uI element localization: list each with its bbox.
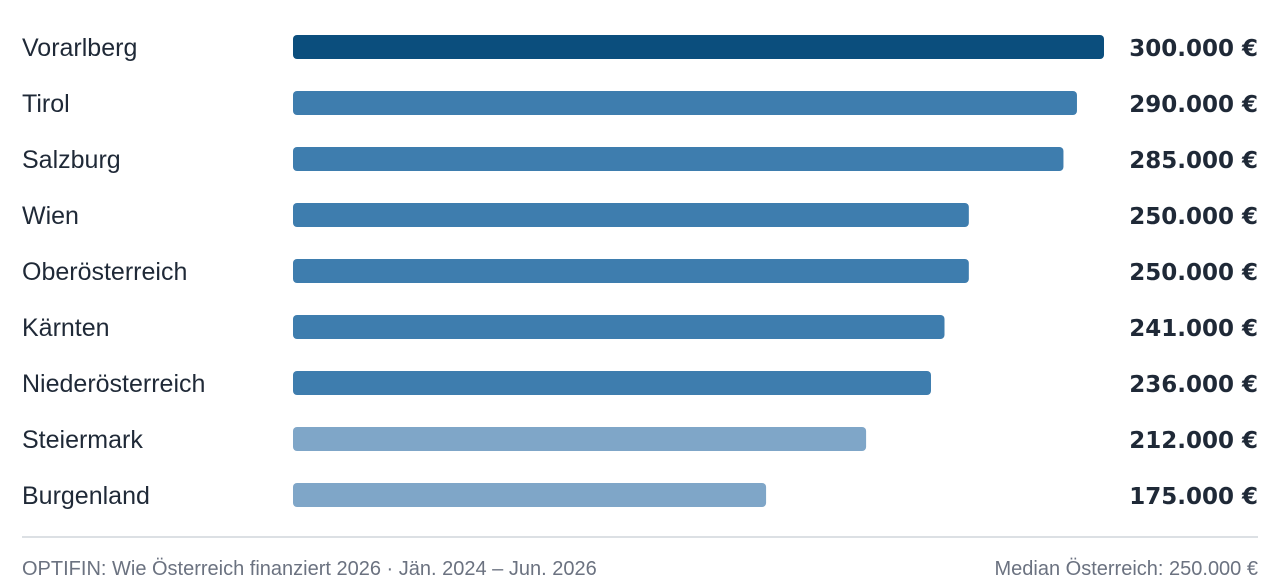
bar-steiermark bbox=[293, 427, 867, 451]
value-label-tirol: 290.000 € bbox=[1129, 92, 1258, 118]
category-label-steiermark: Steiermark bbox=[22, 426, 143, 454]
value-label-vorarlberg: 300.000 € bbox=[1129, 36, 1258, 62]
value-label-steiermark: 212.000 € bbox=[1129, 428, 1258, 454]
value-label-niederosterreich: 236.000 € bbox=[1129, 372, 1258, 398]
category-label-oberosterreich: Oberösterreich bbox=[22, 258, 187, 286]
category-label-vorarlberg: Vorarlberg bbox=[22, 34, 137, 62]
category-labels: Vorarlberg Tirol Salzburg Wien Oberösterreic… bbox=[22, 34, 205, 510]
bar-oberosterreich bbox=[293, 259, 969, 283]
category-label-niederosterreich: Niederösterreich bbox=[22, 370, 205, 398]
bars bbox=[293, 35, 1104, 507]
bar-tirol bbox=[293, 91, 1077, 115]
value-label-karnten: 241.000 € bbox=[1129, 316, 1258, 342]
category-label-salzburg: Salzburg bbox=[22, 146, 121, 174]
footer-median: Median Österreich: 250.000 € bbox=[995, 558, 1259, 580]
category-label-burgenland: Burgenland bbox=[22, 482, 150, 510]
value-label-oberosterreich: 250.000 € bbox=[1129, 260, 1258, 286]
value-label-wien: 250.000 € bbox=[1129, 204, 1258, 230]
bar-burgenland bbox=[293, 483, 767, 507]
bar-vorarlberg bbox=[293, 35, 1104, 59]
bar-wien bbox=[293, 203, 969, 227]
bar-salzburg bbox=[293, 147, 1064, 171]
value-labels: 300.000 € 290.000 € 285.000 € 250.000 € 250.… bbox=[1129, 36, 1258, 510]
value-label-salzburg: 285.000 € bbox=[1129, 148, 1258, 174]
bar-niederosterreich bbox=[293, 371, 931, 395]
category-label-tirol: Tirol bbox=[22, 90, 70, 118]
category-label-karnten: Kärnten bbox=[22, 314, 110, 342]
bar-karnten bbox=[293, 315, 945, 339]
value-label-burgenland: 175.000 € bbox=[1129, 484, 1258, 510]
category-label-wien: Wien bbox=[22, 202, 79, 230]
footer-source: OPTIFIN: Wie Österreich finanziert 2026 … bbox=[22, 558, 597, 580]
